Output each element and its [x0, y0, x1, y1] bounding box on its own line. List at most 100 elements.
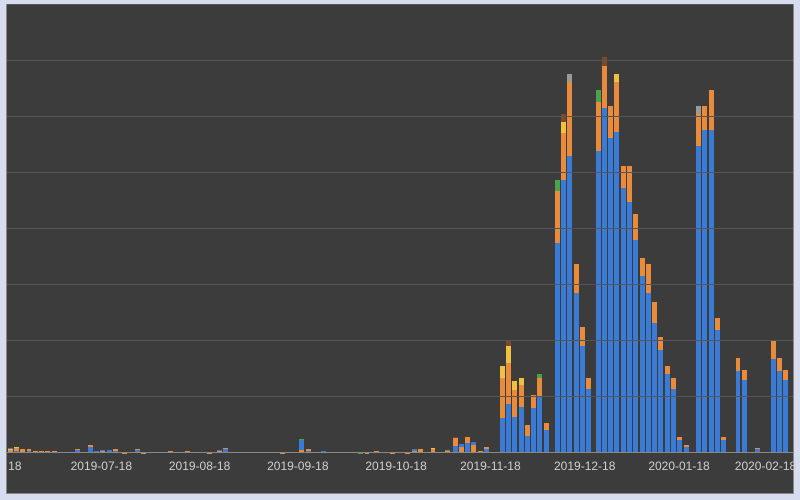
bar-segment: [665, 366, 670, 374]
plot-area: [7, 5, 793, 453]
bar-segment: [561, 133, 566, 180]
x-axis: 182019-07-182019-08-182019-09-182019-10-…: [7, 453, 793, 493]
bar: [506, 229, 511, 453]
bar: [580, 216, 585, 453]
bar: [229, 435, 234, 453]
bar: [783, 260, 788, 453]
grid-line: [7, 284, 793, 285]
grid-line: [7, 116, 793, 117]
bar: [665, 256, 670, 453]
bar: [755, 404, 760, 453]
bar: [500, 256, 505, 453]
bar: [771, 229, 776, 453]
bar: [20, 408, 25, 453]
x-tick-label: 2019-07-18: [71, 459, 132, 473]
bar: [721, 368, 726, 453]
bar: [14, 399, 19, 453]
bar-segment: [519, 407, 524, 453]
x-tick-label: 2019-10-18: [365, 459, 426, 473]
bar: [658, 225, 663, 453]
bar-segment: [561, 180, 566, 453]
bar-segment: [596, 90, 601, 102]
bar-segment: [646, 264, 651, 293]
bar-segment: [512, 417, 517, 453]
bar-segment: [555, 180, 560, 190]
bar: [33, 422, 38, 453]
bar: [390, 440, 395, 453]
bar-segment: [783, 370, 788, 380]
bar-segment: [525, 436, 530, 453]
bar: [424, 431, 429, 453]
bar: [52, 426, 57, 453]
bar-segment: [671, 389, 676, 453]
bar-segment: [658, 350, 663, 453]
bar-segment: [709, 90, 714, 130]
bar: [358, 440, 363, 453]
bar: [478, 426, 483, 453]
bar: [82, 435, 87, 453]
bar: [88, 395, 93, 453]
bar-segment: [608, 106, 613, 138]
bar-segment: [602, 57, 607, 65]
bar: [684, 395, 689, 453]
bar-segment: [567, 82, 572, 156]
bar: [525, 341, 530, 453]
bar: [671, 269, 676, 453]
bar-segment: [561, 122, 566, 134]
bar: [640, 157, 645, 453]
bar-segment: [671, 378, 676, 389]
bar-segment: [614, 74, 619, 82]
bar: [736, 247, 741, 453]
bar: [652, 193, 657, 453]
bar: [484, 399, 489, 453]
bar: [306, 413, 311, 453]
bar: [696, 59, 701, 453]
bar-segment: [627, 202, 632, 453]
bar: [742, 260, 747, 453]
bar: [264, 431, 269, 453]
bar-segment: [608, 138, 613, 453]
bar-segment: [696, 106, 701, 114]
bar-segment: [614, 132, 619, 453]
bar: [453, 368, 458, 453]
bar-segment: [537, 397, 542, 453]
x-tick-label: 2019-08-18: [169, 459, 230, 473]
bar: [315, 431, 320, 453]
grid-line: [7, 60, 793, 61]
bar-segment: [500, 418, 505, 453]
bar: [418, 408, 423, 453]
bar: [621, 95, 626, 453]
bar: [445, 417, 450, 453]
x-tick-label: 2020-01-18: [648, 459, 709, 473]
bar: [223, 404, 228, 453]
bar: [646, 162, 651, 453]
bar-segment: [586, 378, 591, 389]
bar: [512, 274, 517, 453]
bar: [168, 426, 173, 453]
bar-segment: [621, 166, 626, 188]
bar: [107, 417, 112, 453]
bar-segment: [696, 146, 701, 454]
bar-segment: [506, 363, 511, 403]
bar-segment: [512, 381, 517, 390]
bar: [465, 368, 470, 453]
bar: [702, 59, 707, 453]
x-tick-label: 18: [8, 459, 21, 473]
bar-segment: [602, 66, 607, 108]
bar: [75, 413, 80, 453]
grid-line: [7, 4, 793, 5]
bar: [135, 408, 140, 453]
bar-segment: [736, 371, 741, 453]
bar: [185, 422, 190, 453]
bar: [567, 41, 572, 453]
bar-segment: [696, 114, 701, 146]
bar-segment: [652, 323, 657, 453]
bar: [777, 247, 782, 453]
bar-segment: [544, 430, 549, 453]
bar: [27, 413, 32, 453]
bar: [602, 32, 607, 453]
bar-segment: [567, 74, 572, 82]
bar: [596, 50, 601, 453]
bar: [321, 422, 326, 453]
bar: [574, 162, 579, 453]
